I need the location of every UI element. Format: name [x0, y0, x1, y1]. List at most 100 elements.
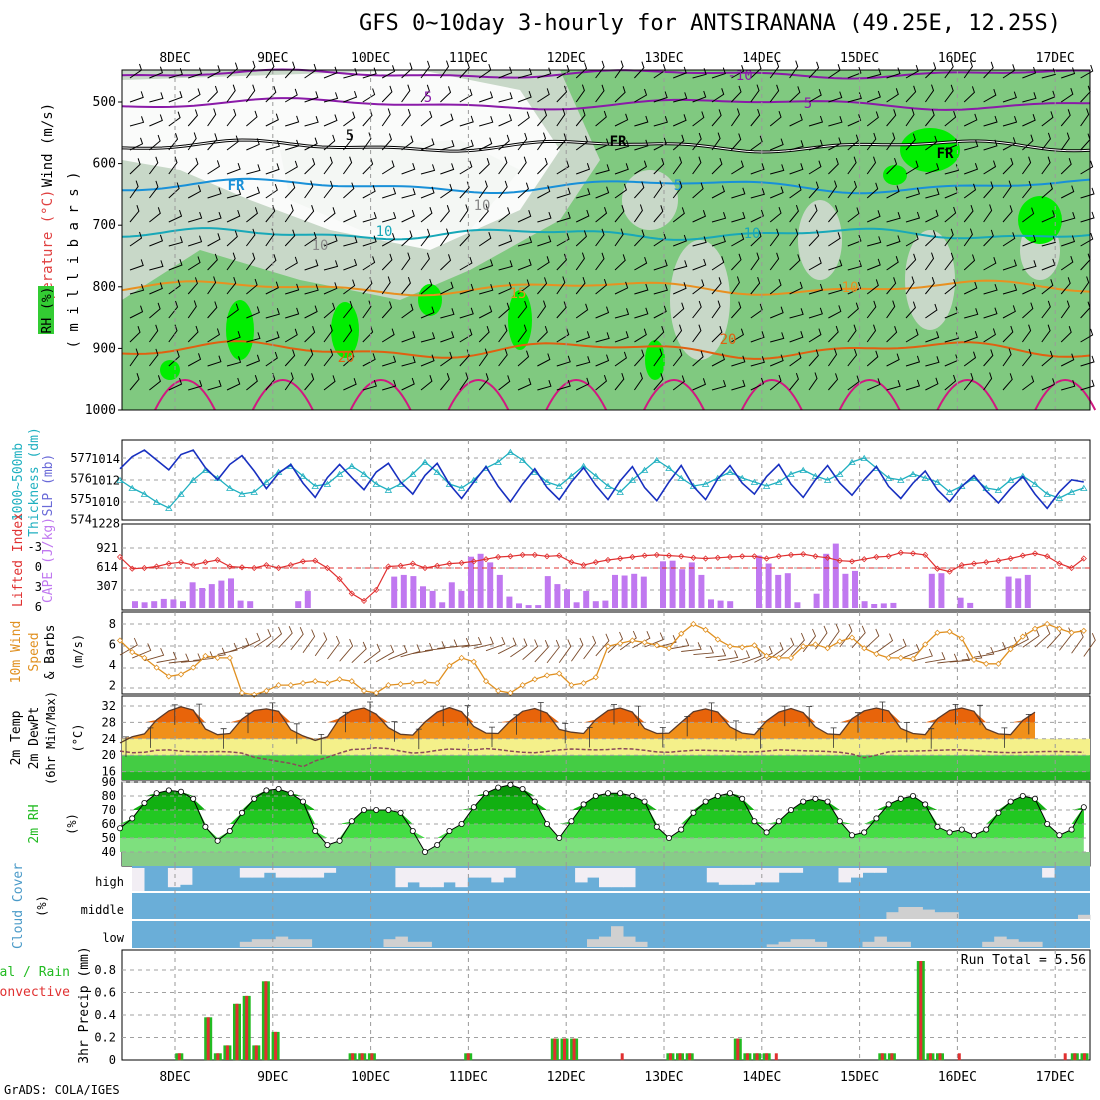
wind-barb [983, 283, 998, 295]
wind10-barb [351, 641, 367, 664]
cloud-high-bar [467, 868, 480, 878]
wind10-barb [802, 628, 817, 653]
wind-barb [789, 254, 801, 271]
wind-barb [1080, 355, 1095, 367]
lifted-index-point [1007, 555, 1014, 562]
cloud-low-bar [1006, 939, 1019, 947]
wind-barb [187, 300, 197, 319]
wind-barb [129, 284, 145, 295]
lifted-index-point [153, 563, 160, 570]
wind-barb [634, 88, 648, 103]
wind-barb [265, 205, 276, 223]
cape-bar [602, 600, 609, 608]
wind-barb [149, 282, 163, 295]
thickness-point [762, 482, 771, 489]
wind-barb [537, 353, 551, 367]
wind-barb [498, 156, 508, 175]
rh2m-point [251, 795, 258, 802]
wind-barb [129, 326, 141, 343]
wind-barb [1041, 350, 1053, 367]
wind-barb [401, 331, 416, 343]
cloud-high-bar [479, 868, 492, 878]
bottom-date-label: 10DEC [351, 1070, 390, 1085]
rh2m-point [556, 835, 563, 842]
rh2m-point [763, 829, 770, 836]
wind-barb [828, 157, 839, 175]
cape-tick-label: 921 [96, 541, 118, 555]
wind-barb [1002, 373, 1013, 391]
wind-barb [246, 164, 261, 175]
wind-barb [575, 252, 585, 271]
wind-barb [905, 232, 919, 247]
wind-barb [672, 114, 687, 127]
wind-barb [323, 375, 336, 391]
lifted-index-point [470, 558, 477, 565]
wind-barb [983, 115, 998, 127]
wind-barb [750, 230, 762, 247]
lifted-index-point [324, 564, 331, 572]
wind10-barb [144, 648, 165, 662]
precip-conv-bar [928, 1053, 932, 1061]
wind10-point [446, 662, 453, 669]
cape-bar [784, 573, 791, 608]
wind-barb [382, 187, 397, 199]
precip-conv-bar [216, 1053, 220, 1061]
wind-barb [886, 157, 898, 175]
rh2m-point [836, 818, 843, 825]
cloud-high-bar [754, 868, 768, 883]
wind-barb [673, 92, 688, 103]
thickness-tick-label: 574 [70, 513, 92, 527]
wind-barb [983, 160, 997, 175]
wind10-point [507, 689, 514, 696]
rh2m-point [678, 826, 685, 833]
cloud-level-middle: middle [81, 903, 124, 917]
temperature-contour-surface [154, 379, 1097, 411]
thickness-point [1043, 490, 1051, 497]
wind-barb [983, 229, 994, 247]
rh2m-point [702, 798, 709, 805]
temp-minmax-bar [123, 736, 129, 757]
wind-barb [905, 133, 916, 151]
wind-barb [692, 90, 707, 103]
wind-barb [1022, 207, 1035, 223]
thickness-point [140, 490, 149, 497]
precip-conv-bar [1083, 1053, 1086, 1061]
wind-barb [963, 228, 973, 247]
wind10-barb [168, 653, 190, 664]
wind-barb [285, 115, 300, 127]
thickness-point [433, 468, 441, 475]
lifted-index-point [763, 555, 770, 562]
wind-barb [672, 134, 685, 151]
wind10-barb [302, 629, 316, 654]
wind-barb [343, 258, 358, 271]
wind-barb [246, 110, 258, 127]
wind-barb [730, 276, 740, 295]
cape-bar [132, 601, 138, 608]
temp2m-tick-label: 32 [102, 699, 116, 713]
wind-barb [1060, 300, 1070, 319]
precip-conv-bar [206, 1017, 210, 1061]
contour-label: 15 [510, 286, 527, 302]
temp-minmax-bar [635, 705, 642, 727]
wind-barb [808, 372, 818, 391]
wind-barb [323, 302, 336, 319]
wind-barb [304, 205, 315, 223]
wind-barb [459, 139, 474, 151]
thickness-point [811, 472, 820, 479]
wind-barb [769, 110, 782, 127]
wind-barb [595, 278, 607, 295]
wind-barb [207, 276, 217, 295]
wind-barb [1002, 205, 1013, 223]
contour-label: 10 [744, 226, 761, 242]
temp-minmax-bar [269, 702, 276, 723]
slp-ylabel-thick2: Thickness (dm) [27, 427, 42, 537]
wind10-barb [1022, 628, 1040, 648]
wind10-point [678, 630, 685, 637]
precip-conv-bar [553, 1038, 557, 1060]
lifted-index-point [434, 562, 441, 569]
cape-ticks: -3 0 3 6 921 614 307 [28, 540, 118, 614]
wind-barb [653, 180, 663, 199]
wind-barb [886, 109, 897, 127]
rh2m-point [1032, 795, 1039, 802]
